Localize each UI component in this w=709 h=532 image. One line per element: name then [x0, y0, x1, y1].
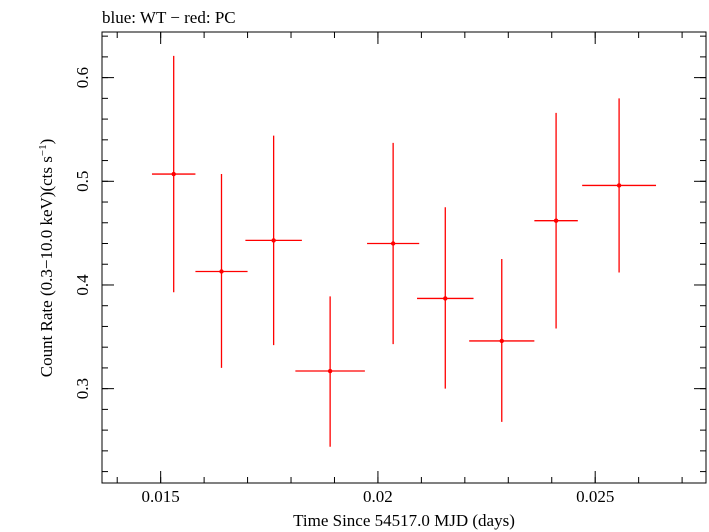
x-axis-label: Time Since 54517.0 MJD (days)	[293, 511, 515, 530]
data-marker	[271, 238, 276, 243]
y-axis-label-main: Count Rate (0.3−10.0 keV)(cts s	[37, 156, 56, 377]
y-tick-label: 0.3	[73, 378, 92, 399]
y-axis-label-superscript: −1	[37, 144, 49, 156]
x-tick-label: 0.02	[363, 487, 393, 506]
x-tick-label: 0.015	[142, 487, 180, 506]
data-point	[469, 259, 535, 422]
data-point	[195, 174, 248, 368]
data-marker	[616, 183, 622, 188]
data-marker	[390, 241, 396, 246]
data-point	[582, 98, 657, 273]
data-marker	[553, 218, 559, 223]
data-marker	[219, 269, 224, 274]
data-point	[534, 112, 578, 329]
x-tick-labels: 0.015 0.02 0.025	[142, 487, 615, 506]
data-marker	[171, 171, 176, 177]
data-point	[295, 296, 365, 447]
y-tick-label: 0.6	[73, 67, 92, 88]
data-point	[245, 135, 302, 346]
y-tick-label: 0.5	[73, 171, 92, 192]
data-marker	[499, 338, 504, 344]
y-tick-label: 0.4	[73, 274, 92, 296]
axis-ticks	[102, 32, 706, 483]
chart-title: blue: WT − red: PC	[102, 8, 236, 27]
plot-frame	[101, 31, 707, 484]
y-axis-label-end: )	[37, 139, 56, 145]
x-tick-label: 0.025	[576, 487, 614, 506]
data-point	[417, 207, 474, 389]
data-point	[367, 142, 420, 345]
data-series-pc	[151, 55, 657, 447]
data-marker	[443, 296, 448, 301]
data-marker	[327, 368, 333, 374]
data-point	[151, 55, 196, 293]
y-tick-labels: 0.3 0.4 0.5 0.6	[73, 67, 92, 399]
y-axis-label: Count Rate (0.3−10.0 keV)(cts s−1)	[37, 139, 56, 378]
